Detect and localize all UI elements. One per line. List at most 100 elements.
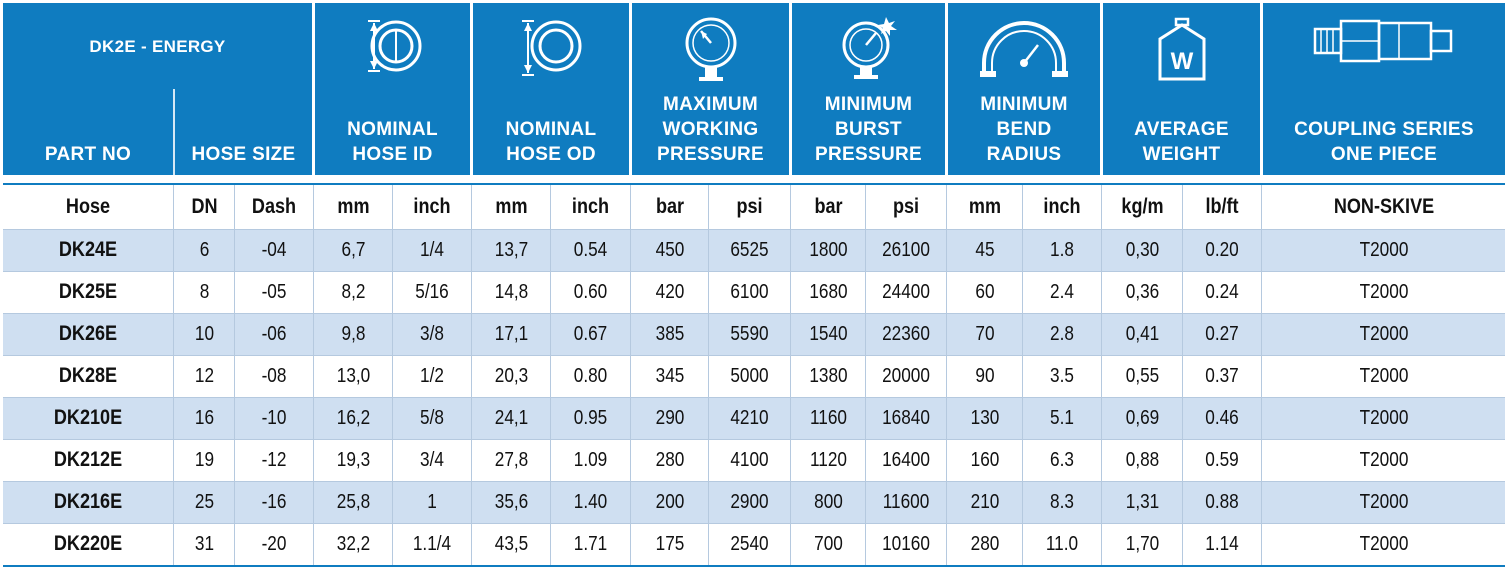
table-cell: 450 bbox=[655, 238, 685, 261]
column-divider bbox=[550, 481, 551, 523]
column-divider bbox=[946, 355, 947, 397]
column-divider bbox=[630, 397, 631, 439]
table-cell: 0.54 bbox=[573, 238, 608, 261]
part-number-cell: DK26E bbox=[58, 322, 118, 345]
column-divider bbox=[234, 271, 235, 313]
column-divider bbox=[790, 481, 791, 523]
row-divider bbox=[3, 523, 1505, 524]
column-divider bbox=[173, 185, 174, 229]
unit-header-cell: bar bbox=[814, 195, 843, 218]
unit-header-cell: DN bbox=[191, 195, 218, 218]
table-cell: 2540 bbox=[730, 532, 769, 555]
part-number-cell: DK210E bbox=[53, 406, 123, 429]
row-divider bbox=[3, 229, 1505, 230]
column-divider bbox=[708, 271, 709, 313]
table-cell: 2900 bbox=[730, 490, 769, 513]
table-cell: 0,88 bbox=[1125, 448, 1160, 471]
table-cell: 19 bbox=[194, 448, 215, 471]
weight-icon: W bbox=[1158, 17, 1205, 81]
table-cell: -06 bbox=[261, 322, 287, 345]
header-burst-pressure: MINIMUM BURST PRESSURE bbox=[792, 3, 945, 175]
column-divider bbox=[865, 185, 866, 229]
header-bp-line1: MINIMUM bbox=[824, 94, 913, 115]
column-divider bbox=[1022, 271, 1023, 313]
column-divider bbox=[946, 229, 947, 271]
table-cell: T2000 bbox=[1359, 322, 1409, 345]
unit-header-cell: kg/m bbox=[1121, 195, 1164, 218]
header-aw-line2: WEIGHT bbox=[1142, 144, 1221, 165]
column-divider bbox=[1022, 185, 1023, 229]
column-divider bbox=[865, 355, 866, 397]
row-divider bbox=[3, 439, 1505, 440]
column-divider bbox=[1101, 229, 1102, 271]
table-cell: T2000 bbox=[1359, 280, 1409, 303]
column-divider bbox=[173, 523, 174, 565]
column-divider bbox=[550, 397, 551, 439]
column-divider bbox=[471, 229, 472, 271]
column-divider bbox=[865, 439, 866, 481]
table-cell: 24400 bbox=[882, 280, 930, 303]
table-cell: T2000 bbox=[1359, 406, 1409, 429]
table-cell: -08 bbox=[261, 364, 287, 387]
table-cell: 1.8 bbox=[1050, 238, 1074, 261]
hose-id-icon bbox=[367, 20, 421, 72]
unit-header-cell: Dash bbox=[251, 195, 297, 218]
header-wp-line1: MAXIMUM bbox=[663, 94, 758, 115]
column-divider bbox=[630, 185, 631, 229]
table-cell: 0.67 bbox=[573, 322, 608, 345]
column-divider bbox=[550, 313, 551, 355]
table-cell: 32,2 bbox=[336, 532, 371, 555]
column-divider bbox=[173, 271, 174, 313]
column-divider bbox=[1101, 523, 1102, 565]
column-divider bbox=[630, 523, 631, 565]
column-divider bbox=[708, 397, 709, 439]
header-part-no: PART NO bbox=[3, 142, 173, 167]
column-divider bbox=[471, 355, 472, 397]
table-cell: 16400 bbox=[882, 448, 930, 471]
column-divider bbox=[708, 523, 709, 565]
header-bend-radius-label: MINIMUM BEND RADIUS bbox=[948, 92, 1100, 167]
table-cell: 8 bbox=[199, 280, 210, 303]
column-divider bbox=[173, 397, 174, 439]
table-cell: 16 bbox=[194, 406, 215, 429]
column-divider bbox=[1261, 481, 1262, 523]
column-divider bbox=[173, 313, 174, 355]
header-nominal-id-line1: NOMINAL bbox=[347, 119, 438, 140]
table-cell: -16 bbox=[261, 490, 287, 513]
table-cell: 17,1 bbox=[494, 322, 529, 345]
column-divider bbox=[708, 439, 709, 481]
table-cell: -04 bbox=[261, 238, 287, 261]
table-cell: 11.0 bbox=[1045, 532, 1079, 555]
header-hose-size: HOSE SIZE bbox=[175, 142, 312, 167]
column-divider bbox=[471, 185, 472, 229]
column-divider bbox=[1182, 397, 1183, 439]
table-cell: 0,41 bbox=[1125, 322, 1160, 345]
column-divider bbox=[708, 313, 709, 355]
table-row: DK26E 10 -06 9,8 3/8 17,1 0.67 385 5590 1540 22360… bbox=[3, 313, 1505, 355]
column-divider bbox=[234, 185, 235, 229]
header-nominal-od-label: NOMINAL HOSE OD bbox=[473, 117, 629, 167]
column-divider bbox=[946, 523, 947, 565]
table-cell: 1.09 bbox=[573, 448, 608, 471]
column-divider bbox=[790, 229, 791, 271]
column-divider bbox=[313, 313, 314, 355]
table-cell: 5/8 bbox=[420, 406, 444, 429]
column-divider bbox=[550, 271, 551, 313]
table-cell: 22360 bbox=[882, 322, 930, 345]
pressure-gauge-icon bbox=[685, 17, 736, 81]
header-nominal-id-label: NOMINAL HOSE ID bbox=[315, 117, 470, 167]
table-cell: 0,30 bbox=[1125, 238, 1160, 261]
column-divider bbox=[234, 313, 235, 355]
table-cell: 280 bbox=[970, 532, 1000, 555]
column-divider bbox=[630, 481, 631, 523]
column-divider bbox=[1101, 439, 1102, 481]
table-cell: 0.95 bbox=[573, 406, 608, 429]
unit-header-cell: psi bbox=[892, 195, 920, 218]
column-divider bbox=[313, 481, 314, 523]
column-divider bbox=[946, 439, 947, 481]
column-divider bbox=[392, 397, 393, 439]
column-divider bbox=[630, 229, 631, 271]
column-divider bbox=[790, 439, 791, 481]
table-cell: 5000 bbox=[730, 364, 769, 387]
